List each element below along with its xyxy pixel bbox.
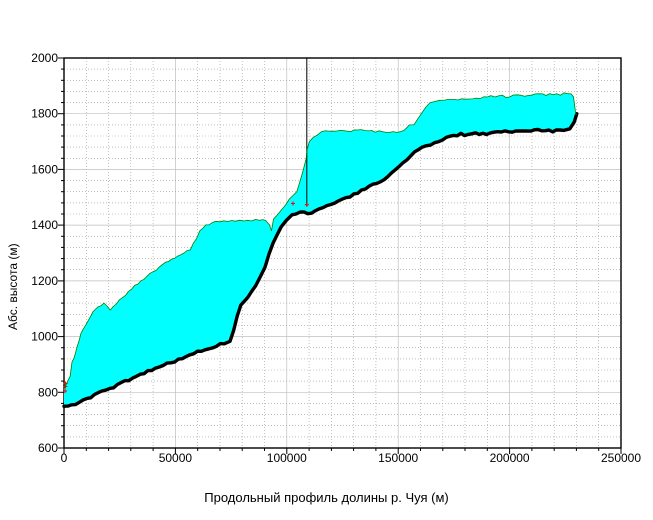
svg-text:1200: 1200: [31, 274, 58, 288]
svg-text:250000: 250000: [601, 451, 641, 465]
svg-text:1800: 1800: [31, 107, 58, 121]
svg-text:2000: 2000: [31, 51, 58, 65]
svg-text:150000: 150000: [378, 451, 418, 465]
svg-text:1400: 1400: [31, 218, 58, 232]
svg-text:50000: 50000: [159, 451, 193, 465]
svg-text:800: 800: [38, 385, 58, 399]
svg-text:1600: 1600: [31, 162, 58, 176]
svg-text:200000: 200000: [490, 451, 530, 465]
svg-text:600: 600: [38, 441, 58, 455]
svg-text:0: 0: [61, 451, 68, 465]
svg-text:100000: 100000: [267, 451, 307, 465]
svg-text:1000: 1000: [31, 330, 58, 344]
